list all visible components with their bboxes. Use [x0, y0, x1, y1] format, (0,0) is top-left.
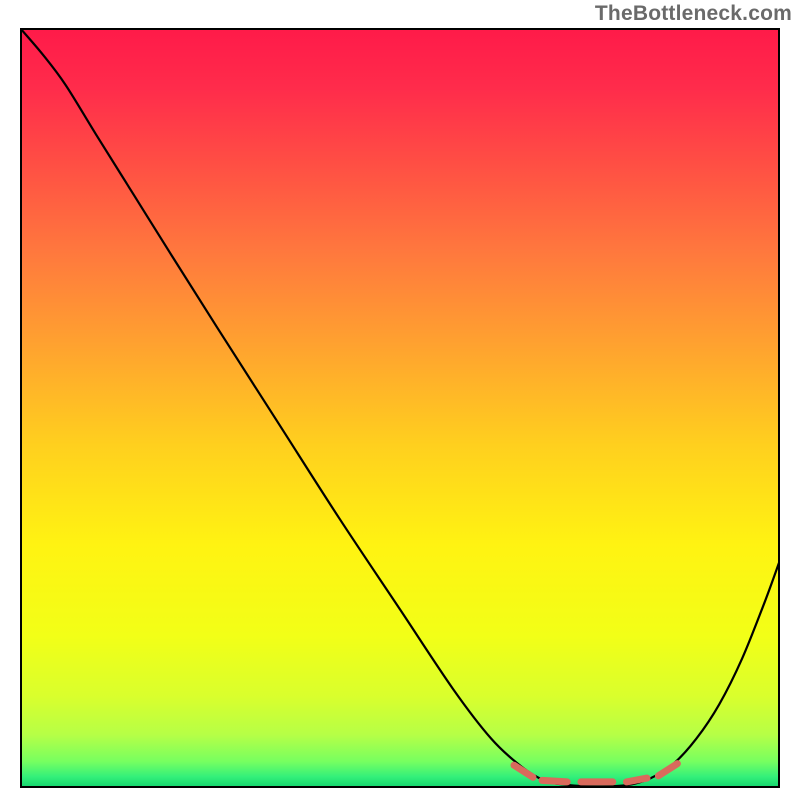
trough-marker: [542, 780, 567, 782]
gradient-background: [20, 28, 780, 788]
plot-area: [20, 28, 780, 788]
chart-root: TheBottleneck.com: [0, 0, 800, 800]
trough-marker: [626, 778, 647, 782]
watermark-text: TheBottleneck.com: [595, 2, 792, 26]
plot-svg: [20, 28, 780, 788]
